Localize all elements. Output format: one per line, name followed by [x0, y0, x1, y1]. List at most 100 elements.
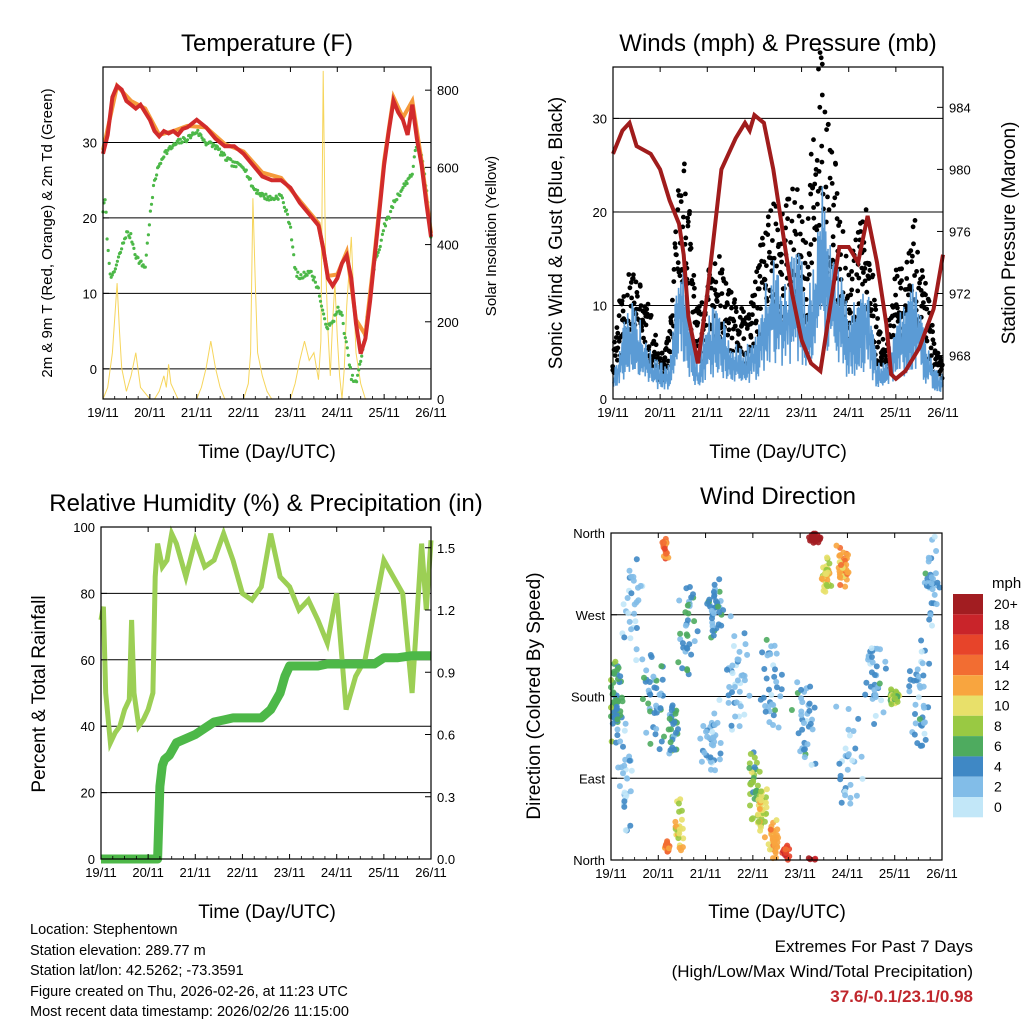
y-tick-label: 20	[81, 786, 95, 801]
gust-point	[930, 337, 936, 343]
direction-point	[684, 617, 691, 624]
gust-point	[778, 241, 784, 247]
gust-point	[879, 356, 885, 361]
dewpoint-point	[389, 209, 393, 214]
direction-point	[686, 641, 693, 648]
direction-point	[910, 677, 917, 684]
temperature-panel: Temperature (F) 19/11 20/11 21/11 22/11 23/1…	[39, 30, 500, 463]
x-tick-label: 26/11	[415, 405, 447, 420]
gust-point	[698, 311, 704, 317]
direction-point	[876, 680, 883, 687]
direction-point	[766, 846, 773, 853]
gust-point	[770, 238, 775, 243]
gust-point	[931, 341, 937, 347]
dewpoint-point	[150, 195, 155, 200]
gust-point	[682, 161, 687, 167]
direction-point	[620, 770, 626, 777]
gust-point	[870, 272, 876, 278]
direction-point	[711, 593, 717, 600]
dewpoint-point	[110, 273, 114, 277]
gust-point	[643, 322, 649, 328]
direction-point	[874, 645, 881, 652]
gust-point	[687, 209, 692, 214]
direction-point	[916, 682, 923, 689]
dewpoint-point	[378, 244, 382, 249]
y2-tick-label: 600	[437, 160, 459, 175]
dewpoint-point	[380, 232, 384, 236]
direction-point	[697, 735, 704, 742]
gust-point	[796, 213, 802, 219]
y-tick-label: 60	[81, 653, 95, 668]
gust-point	[867, 267, 873, 273]
dewpoint-point	[357, 368, 361, 372]
direction-point	[613, 697, 620, 704]
gust-point	[731, 318, 737, 324]
direction-point	[872, 712, 879, 719]
direction-point	[733, 699, 740, 706]
direction-point	[684, 602, 691, 609]
gust-point	[670, 297, 675, 303]
gust-point	[808, 191, 814, 197]
gust-point	[912, 218, 918, 223]
dewpoint-point	[321, 308, 325, 312]
direction-point	[921, 730, 928, 737]
gust-point	[827, 175, 833, 181]
gust-point	[923, 292, 928, 298]
dewpoint-point	[379, 238, 383, 242]
direction-point	[717, 740, 724, 746]
direction-point	[645, 700, 652, 707]
direction-point	[801, 746, 808, 753]
y-tick-label: North	[573, 526, 605, 541]
gust-point	[805, 264, 811, 270]
direction-point	[823, 581, 830, 588]
dewpoint-point	[346, 353, 350, 357]
winds-xlabel: Time (Day/UTC)	[709, 442, 847, 463]
gust-point	[637, 283, 643, 289]
gust-point	[673, 229, 679, 235]
dewpoint-point	[281, 201, 285, 205]
direction-point	[933, 548, 940, 554]
gust-point	[805, 216, 811, 222]
direction-point	[798, 686, 805, 693]
direction-point	[709, 627, 716, 634]
direction-point	[762, 799, 769, 806]
gust-point	[629, 295, 634, 301]
gust-point	[806, 272, 812, 277]
x-tick-label: 25/11	[880, 405, 912, 420]
dewpoint-point	[313, 280, 317, 284]
direction-point	[837, 552, 844, 559]
gust-point	[757, 263, 762, 268]
direction-point	[741, 677, 748, 684]
direction-point	[798, 712, 805, 719]
gust-point	[814, 158, 820, 163]
gust-point	[728, 289, 734, 295]
direction-point	[754, 782, 761, 789]
gust-point	[924, 306, 930, 312]
direction-point	[773, 832, 780, 838]
direction-point	[755, 818, 762, 825]
direction-point	[684, 645, 691, 652]
direction-point	[807, 720, 814, 727]
gust-point	[726, 327, 732, 333]
gust-point	[826, 207, 832, 213]
direction-point	[715, 603, 721, 610]
gust-point	[873, 324, 879, 330]
dewpoint-point	[146, 233, 150, 237]
dewpoint-point	[401, 186, 405, 190]
direction-point	[643, 667, 650, 674]
gust-point	[856, 275, 862, 281]
dewpoint-point	[405, 181, 409, 186]
direction-point	[641, 674, 647, 681]
direction-point	[676, 808, 683, 815]
dewpoint-point	[342, 331, 346, 336]
gust-point	[891, 323, 897, 329]
y2-tick-label: 1.2	[437, 603, 455, 618]
dewpoint-point	[107, 261, 111, 265]
gust-point	[731, 300, 737, 306]
direction-point	[807, 683, 814, 690]
gust-point	[876, 339, 882, 345]
direction-point	[921, 704, 927, 711]
direction-point	[756, 768, 763, 775]
y-tick-label: 30	[593, 111, 607, 126]
gust-point	[737, 329, 742, 335]
